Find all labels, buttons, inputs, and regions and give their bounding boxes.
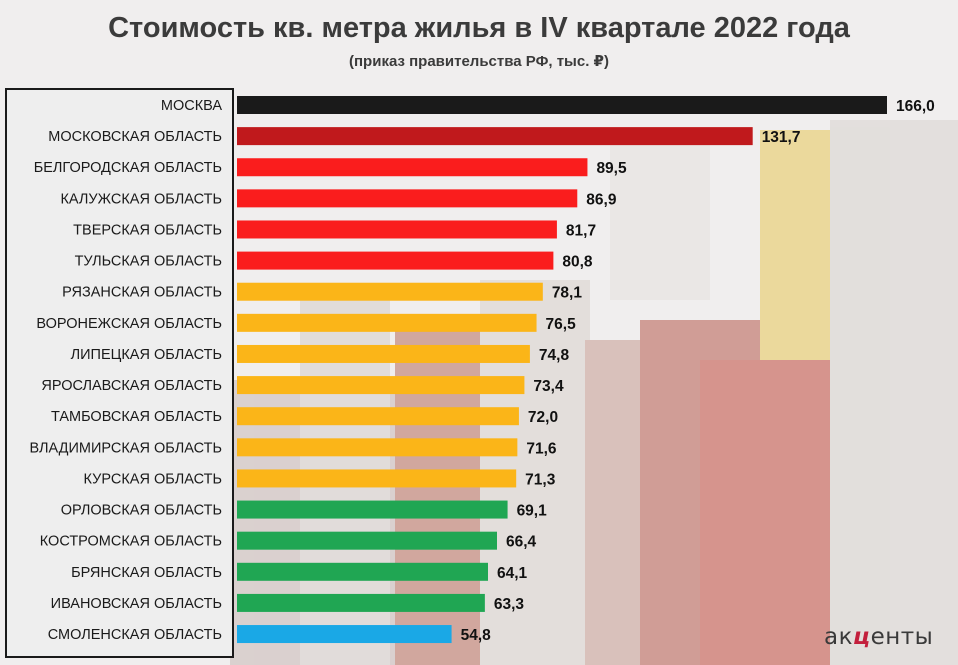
- value-label: 80,8: [562, 254, 593, 271]
- bar: [237, 469, 517, 488]
- value-label: 131,7: [762, 129, 801, 146]
- logo-text-mid: ц: [853, 624, 871, 650]
- category-label: РЯЗАНСКАЯ ОБЛАСТЬ: [62, 285, 222, 301]
- category-label: МОСКВА: [161, 98, 222, 114]
- bar: [237, 500, 508, 519]
- logo-text-right: енты: [870, 624, 934, 650]
- bar: [237, 407, 519, 426]
- category-label: ТВЕРСКАЯ ОБЛАСТЬ: [73, 222, 222, 238]
- chart-title: Стоимость кв. метра жилья в IV квартале …: [108, 12, 850, 44]
- value-label: 64,1: [497, 565, 528, 582]
- value-label: 66,4: [506, 534, 537, 551]
- category-label: ЯРОСЛАВСКАЯ ОБЛАСТЬ: [41, 378, 222, 394]
- value-label: 71,6: [526, 440, 557, 457]
- category-label: КОСТРОМСКАЯ ОБЛАСТЬ: [40, 534, 222, 550]
- category-label: БЕЛГОРОДСКАЯ ОБЛАСТЬ: [34, 160, 222, 176]
- value-label: 54,8: [461, 627, 492, 644]
- value-label: 71,3: [525, 471, 556, 488]
- category-label: СМОЛЕНСКАЯ ОБЛАСТЬ: [48, 627, 222, 643]
- category-label: КУРСКАЯ ОБЛАСТЬ: [84, 471, 222, 487]
- value-label: 72,0: [528, 409, 558, 426]
- bar: [237, 593, 485, 612]
- bar: [237, 158, 588, 177]
- bar: [237, 127, 753, 146]
- value-label: 76,5: [546, 316, 577, 333]
- value-label: 89,5: [596, 160, 627, 177]
- category-label: ИВАНОВСКАЯ ОБЛАСТЬ: [51, 596, 222, 612]
- category-label: ВЛАДИМИРСКАЯ ОБЛАСТЬ: [29, 440, 222, 456]
- value-label: 74,8: [539, 347, 570, 364]
- bar: [237, 438, 518, 457]
- category-label: БРЯНСКАЯ ОБЛАСТЬ: [71, 565, 222, 581]
- category-label-panel: [5, 88, 234, 658]
- value-label: 73,4: [533, 378, 564, 395]
- bar: [237, 282, 543, 301]
- bar: [237, 376, 525, 395]
- value-label: 63,3: [494, 596, 525, 613]
- logo-text-left: ак: [824, 624, 853, 650]
- value-label: 166,0: [896, 98, 935, 115]
- bar: [237, 313, 537, 332]
- category-label: ОРЛОВСКАЯ ОБЛАСТЬ: [61, 503, 222, 519]
- bar: [237, 344, 530, 363]
- value-label: 86,9: [586, 191, 617, 208]
- bar: [237, 220, 557, 239]
- value-label: 81,7: [566, 222, 596, 239]
- bar: [237, 189, 578, 208]
- chart-subtitle: (приказ правительства РФ, тыс. ₽): [349, 53, 609, 70]
- category-label: ЛИПЕЦКАЯ ОБЛАСТЬ: [71, 347, 222, 363]
- category-label: МОСКОВСКАЯ ОБЛАСТЬ: [48, 129, 222, 145]
- category-label: ВОРОНЕЖСКАЯ ОБЛАСТЬ: [36, 316, 222, 332]
- bar: [237, 96, 887, 114]
- value-label: 69,1: [517, 503, 548, 520]
- category-label: КАЛУЖСКАЯ ОБЛАСТЬ: [60, 191, 222, 207]
- value-label: 78,1: [552, 285, 583, 302]
- category-label: ТАМБОВСКАЯ ОБЛАСТЬ: [51, 409, 222, 425]
- bar: [237, 531, 497, 550]
- bar: [237, 562, 488, 581]
- bar: [237, 625, 452, 644]
- bar: [237, 251, 554, 270]
- brand-logo: акценты: [824, 624, 933, 650]
- category-label: ТУЛЬСКАЯ ОБЛАСТЬ: [75, 254, 222, 270]
